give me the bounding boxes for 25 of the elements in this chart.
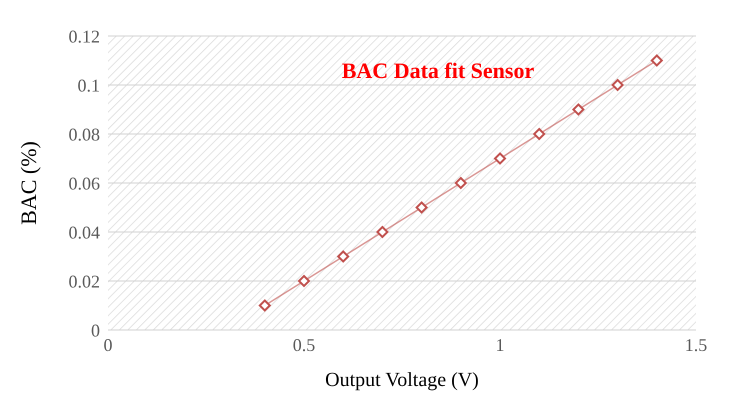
y-tick-label: 0.12 bbox=[68, 26, 100, 46]
point bbox=[376, 226, 388, 238]
x-axis-title: Output Voltage (V) bbox=[325, 369, 479, 391]
point bbox=[572, 104, 584, 116]
point bbox=[650, 54, 663, 66]
point bbox=[494, 152, 506, 164]
point bbox=[258, 300, 271, 312]
y-tick-label: 0.06 bbox=[68, 173, 100, 194]
x-tick-label: 1.5 bbox=[684, 334, 708, 355]
point bbox=[416, 202, 428, 214]
point bbox=[337, 250, 350, 262]
x-tick-label: 0 bbox=[104, 334, 112, 355]
point bbox=[612, 79, 624, 91]
point bbox=[454, 177, 467, 189]
point bbox=[533, 128, 546, 140]
y-tick-label: 0 bbox=[91, 320, 100, 340]
y-tick-label: 0.08 bbox=[68, 124, 100, 144]
point bbox=[298, 275, 310, 287]
y-tick-label: 0.1 bbox=[78, 75, 100, 96]
x-tick-label: 1 bbox=[496, 334, 504, 355]
y-tick-label: 0.04 bbox=[68, 222, 100, 242]
y-tick-label: 0.02 bbox=[68, 271, 100, 292]
x-tick-label: 0.5 bbox=[292, 334, 316, 355]
text: BAC Data fit Sensor bbox=[342, 58, 534, 83]
y-axis-title: BAC (%) bbox=[16, 141, 41, 225]
